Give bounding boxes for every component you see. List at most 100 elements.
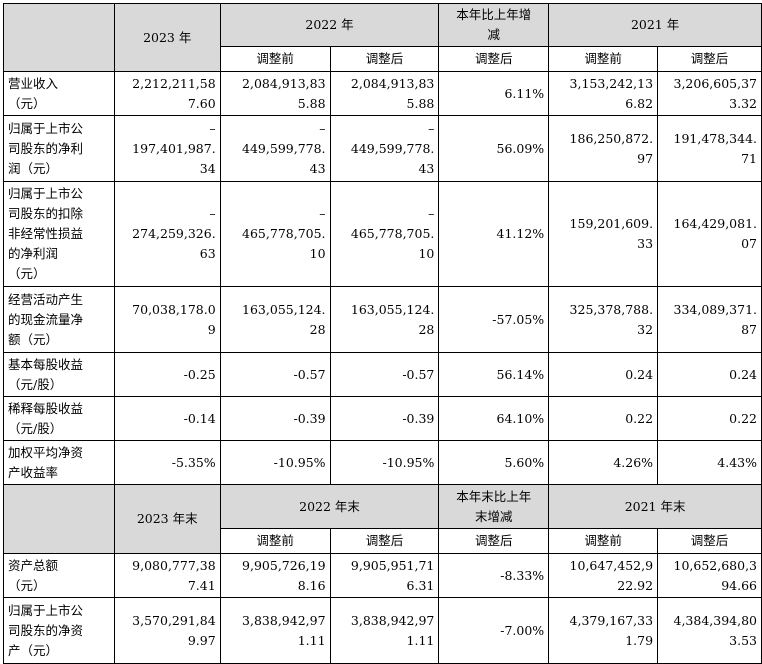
cell-line: 5.88 <box>297 95 326 111</box>
cell-line: 325,378,788. <box>569 301 654 317</box>
cell-line: 产收益率 <box>8 464 59 480</box>
row-label: 归属于上市公 司股东的净利 润（元） <box>3 115 115 182</box>
value-2022-after: 163,055,124. 28 <box>329 286 440 353</box>
value-2022-before: – 449,599,778. 43 <box>219 115 331 182</box>
value-2021-before: 159,201,609. 33 <box>548 181 659 287</box>
cell-line: -10.95% <box>273 454 326 470</box>
value-2023: – 197,401,987. 34 <box>113 115 221 182</box>
cell-line: 7.60 <box>187 95 216 111</box>
cell-line: – <box>428 206 435 221</box>
cell-line: -0.39 <box>293 410 326 426</box>
cell-line: 资产总额 <box>8 557 59 573</box>
row-label: 营业收入 （元） <box>3 71 115 116</box>
subheader-before: 调整前 <box>219 528 331 554</box>
value-2021-after: 4.43% <box>657 440 762 485</box>
cell-line: 32 <box>637 321 654 337</box>
value-change: 56.14% <box>438 352 550 397</box>
cell-line: 0.22 <box>625 410 654 426</box>
cell-line: 22.92 <box>617 577 654 593</box>
cell-line: 163,055,124. <box>242 301 326 317</box>
cell-line: 3.53 <box>729 632 757 648</box>
table-row: 基本每股收益 （元/股） -0.25 -0.57 -0.57 56.14% 0.2… <box>3 352 762 397</box>
value-change: 41.12% <box>438 181 550 287</box>
cell-line: 润（元） <box>8 160 59 176</box>
row-label: 稀释每股收益 （元/股） <box>3 396 115 441</box>
row-label: 基本每股收益 （元/股） <box>3 352 115 397</box>
value-2022-before: 9,905,726,19 8.16 <box>219 553 331 598</box>
cell-line: 9.97 <box>187 632 216 648</box>
value-2021-after: 191,478,344. 71 <box>657 115 762 182</box>
cell-line: 10,652,680,3 <box>673 557 758 573</box>
value-2022-before: 3,838,942,97 1.11 <box>219 597 331 664</box>
cell-line: 56.09% <box>496 140 545 156</box>
row-label: 归属于上市公 司股东的净资 产（元） <box>3 597 115 664</box>
value-2022-after: 2,084,913,83 5.88 <box>329 71 440 116</box>
subheader-after: 调整后 <box>657 528 762 554</box>
cell-line: 额（元） <box>8 331 59 347</box>
cell-line: 33 <box>637 236 654 251</box>
cell-line: 9,905,726,19 <box>242 557 326 573</box>
value-2023: – 274,259,326. 63 <box>113 181 221 287</box>
cell-line: – <box>319 206 326 221</box>
value-2022-after: 9,905,951,71 6.31 <box>329 553 440 598</box>
cell-line: 归属于上市公 <box>8 186 84 201</box>
header-2022: 2022 年 <box>219 3 440 47</box>
cell-line: 1.11 <box>406 632 435 648</box>
cell-line: 本年比上年增 <box>456 7 532 22</box>
cell-line: 0.24 <box>729 366 757 382</box>
cell-line: 6.82 <box>625 95 654 111</box>
value-change: 56.09% <box>438 115 550 182</box>
table-row: 营业收入 （元） 2,212,211,58 7.60 2,084,913,83 5.8… <box>3 71 762 116</box>
row-label: 加权平均净资 产收益率 <box>3 440 115 485</box>
cell-line: – <box>319 120 326 136</box>
value-2021-before: 4.26% <box>548 440 659 485</box>
cell-line: 减 <box>487 27 501 42</box>
cell-line: 4.26% <box>613 454 654 470</box>
cell-line: 70,038,178.0 <box>132 301 216 317</box>
cell-line: 28 <box>418 321 435 337</box>
header-blank <box>3 3 115 72</box>
value-2021-before: 10,647,452,9 22.92 <box>548 553 659 598</box>
cell-line: 的现金流量净 <box>8 311 84 327</box>
value-2021-before: 0.24 <box>548 352 659 397</box>
cell-line: 末增减 <box>475 508 513 524</box>
cell-line: 3,838,942,97 <box>242 612 326 628</box>
cell-line: 2,212,211,58 <box>132 75 216 91</box>
cell-line: 186,250,872. <box>569 130 654 146</box>
cell-line: – <box>209 120 216 136</box>
cell-line: 43 <box>418 160 435 176</box>
cell-line: 43 <box>309 160 326 176</box>
value-2022-after: -10.95% <box>329 440 440 485</box>
cell-line: 191,478,344. <box>673 130 758 146</box>
cell-line: 4,379,167,33 <box>569 612 654 628</box>
cell-line: 56.14% <box>496 366 545 382</box>
cell-line: -57.05% <box>492 311 545 327</box>
cell-line: 5.88 <box>406 95 435 111</box>
cell-line: 94.66 <box>721 577 757 593</box>
header-row: 2023 年末 2022 年末 本年末比上年 末增减 2021 年末 <box>3 484 762 554</box>
value-2023: -5.35% <box>113 440 221 485</box>
cell-line: 2,084,913,83 <box>350 75 435 91</box>
cell-line: 归属于上市公 <box>8 602 84 618</box>
cell-line: 10 <box>418 246 435 261</box>
value-2021-before: 325,378,788. 32 <box>548 286 659 353</box>
cell-line: -0.25 <box>183 366 216 382</box>
cell-line: 归属于上市公 <box>8 120 84 136</box>
cell-line: -5.35% <box>171 454 216 470</box>
table-row: 归属于上市公 司股东的扣除 非经常性损益 的净利润 （元） – 274,259,326. 6… <box>3 181 762 287</box>
subheader-row: 调整前 调整后 调整后 调整前 调整后 <box>4 46 762 72</box>
cell-line: – <box>209 206 216 221</box>
header-change: 本年比上年增减 <box>438 3 550 47</box>
cell-line: 64.10% <box>496 410 545 426</box>
cell-line: 6.31 <box>406 577 435 593</box>
cell-line: 9,080,777,38 <box>132 557 216 573</box>
cell-line: 465,778,705. <box>242 226 326 241</box>
cell-line: 449,599,778. <box>242 140 326 156</box>
value-2021-after: 3,206,605,37 3.32 <box>657 71 762 116</box>
cell-line: 63 <box>199 246 216 261</box>
cell-line: 1.79 <box>625 632 654 648</box>
value-2022-before: -0.57 <box>219 352 331 397</box>
header-2023: 2023 年末 <box>113 484 221 554</box>
cell-line: 6.11% <box>504 85 545 101</box>
cell-line: 2,084,913,83 <box>242 75 326 91</box>
